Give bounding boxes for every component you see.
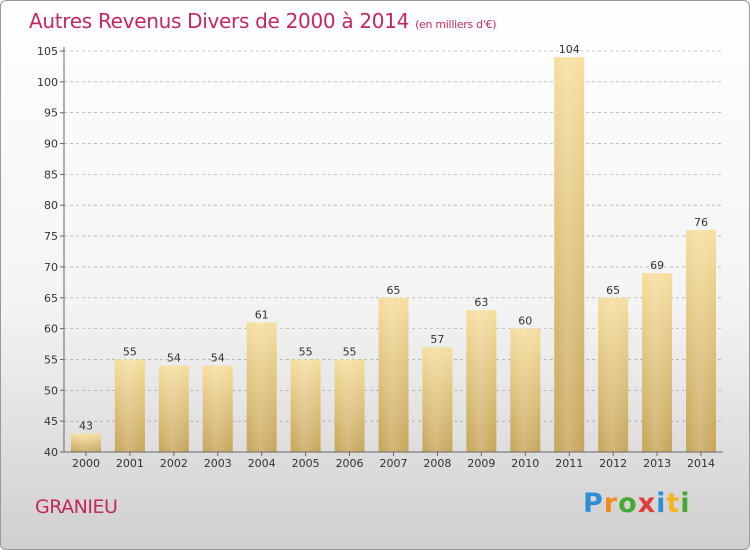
y-tick-label: 60: [44, 323, 58, 336]
y-tick-label: 45: [44, 415, 58, 428]
bar-highlight: [686, 229, 717, 452]
bar-highlight: [510, 328, 541, 452]
logo-letter: i: [656, 488, 667, 519]
x-tick-label: 2008: [423, 457, 451, 470]
data-label: 60: [518, 315, 532, 328]
x-tick-label: 2006: [336, 457, 364, 470]
data-label: 104: [559, 43, 580, 56]
title-text: Autres Revenus Divers de 2000 à 2014: [29, 9, 410, 33]
chart-title: Autres Revenus Divers de 2000 à 2014 (en …: [29, 9, 497, 33]
bar-highlight: [334, 359, 365, 452]
y-tick-label: 55: [44, 353, 58, 366]
logo-letter: i: [680, 488, 691, 519]
y-tick-label: 85: [44, 168, 58, 181]
data-labels: 43 55 54 54 61 55 55 65 57 63 60 104 65 69 76: [79, 43, 708, 432]
y-tick-label: 90: [44, 138, 58, 151]
bar-highlight: [290, 359, 321, 452]
x-tick-label: 2014: [687, 457, 715, 470]
x-tick-label: 2007: [380, 457, 408, 470]
x-tick-label: 2002: [160, 457, 188, 470]
y-tick-label: 50: [44, 384, 58, 397]
y-tick-label: 100: [37, 76, 58, 89]
y-tick-label: 95: [44, 107, 58, 120]
data-label: 63: [474, 296, 488, 309]
place-name: GRANIEU: [35, 496, 118, 518]
x-tick-label: 2003: [204, 457, 232, 470]
x-tick-label: 2004: [248, 457, 276, 470]
bar-highlight: [202, 365, 233, 452]
proxiti-logo: Proxiti: [583, 488, 691, 519]
logo-letter: P: [583, 488, 604, 519]
logo-letter: x: [637, 488, 657, 519]
x-axis: 2000 2001 2002 2003 2004 2005 2006 2007 2008 2009…: [64, 451, 723, 470]
x-tick-label: 2012: [599, 457, 627, 470]
data-label: 76: [694, 216, 708, 229]
y-tick-label: 80: [44, 199, 58, 212]
data-label: 57: [430, 333, 444, 346]
data-label: 65: [606, 284, 620, 297]
y-tick-label: 75: [44, 230, 58, 243]
bar-highlight: [158, 365, 189, 452]
x-tick-label: 2011: [555, 457, 583, 470]
data-label: 61: [255, 308, 269, 321]
bar-highlight: [422, 347, 453, 452]
logo-letter: t: [666, 488, 681, 519]
data-label: 43: [79, 419, 93, 432]
x-tick-label: 2001: [116, 457, 144, 470]
data-label: 65: [387, 284, 401, 297]
chart-subtitle: (en milliers d'€): [415, 18, 497, 31]
y-axis: 40 45 50 55 60 65 70 75 80 85 90 95 100 105: [37, 45, 65, 459]
x-tick-label: 2009: [467, 457, 495, 470]
bar-highlight: [70, 433, 101, 452]
x-tick-label: 2005: [292, 457, 320, 470]
data-label: 55: [299, 345, 313, 358]
logo-letter: o: [618, 488, 638, 519]
bar-highlight: [114, 359, 145, 452]
x-tick-label: 2013: [643, 457, 671, 470]
bar-highlight: [466, 310, 497, 452]
y-tick-label: 105: [37, 45, 58, 58]
bar-highlight: [642, 273, 673, 452]
data-label: 69: [650, 259, 664, 272]
logo-letter: r: [603, 488, 619, 519]
data-label: 54: [167, 352, 181, 365]
x-tick-label: 2010: [511, 457, 539, 470]
y-tick-label: 70: [44, 261, 58, 274]
bar-highlight: [598, 297, 629, 452]
data-label: 54: [211, 352, 225, 365]
x-tick-label: 2000: [72, 457, 100, 470]
data-label: 55: [343, 345, 357, 358]
bars: [70, 57, 717, 453]
bar-highlight: [378, 297, 409, 452]
y-tick-label: 65: [44, 292, 58, 305]
data-label: 55: [123, 345, 137, 358]
y-tick-label: 40: [44, 446, 58, 459]
bar-highlight: [246, 322, 277, 452]
bar-highlight: [554, 57, 585, 453]
